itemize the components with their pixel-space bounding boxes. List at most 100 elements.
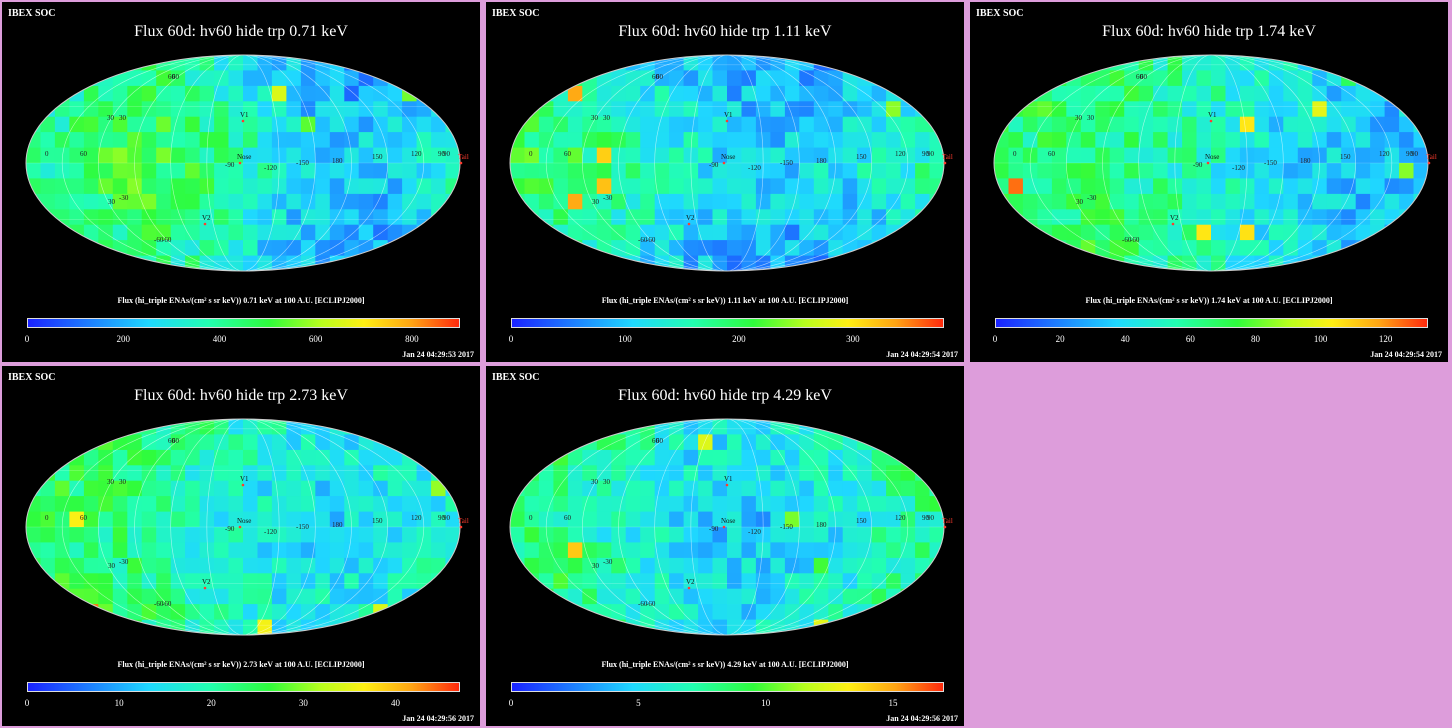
caption-suffix: at 100 A.U. [ECLIPJ2000]: [1240, 296, 1333, 305]
flux-pixel: [300, 193, 316, 210]
flux-pixel: [185, 209, 201, 226]
flux-pixel: [243, 209, 259, 226]
flux-pixel: [271, 480, 287, 497]
flux-pixel: [886, 419, 902, 435]
flux-pixel: [214, 496, 230, 513]
flux-pixel: [900, 588, 916, 605]
flux-pixel: [857, 55, 873, 71]
flux-pixel: [1153, 70, 1169, 87]
flux-pixel: [402, 480, 418, 497]
flux-pixel: [1051, 178, 1067, 195]
flux-pixel: [1312, 101, 1328, 118]
flux-pixel: [300, 449, 316, 466]
flux-pixel: [712, 496, 728, 513]
meridian-line: [98, 55, 388, 271]
flux-pixel: [445, 604, 460, 621]
flux-pixel: [712, 604, 728, 621]
flux-pixel: [1022, 163, 1038, 179]
flux-pixel: [915, 255, 931, 271]
flux-pixel: [286, 132, 302, 149]
flux-pixel: [185, 449, 201, 466]
flux-pixel: [112, 434, 128, 451]
flux-pixel: [243, 557, 259, 574]
flux-pixel: [582, 209, 598, 226]
flux-pixel: [243, 604, 259, 621]
flux-pixel: [813, 224, 829, 241]
flux-pixel: [799, 527, 815, 543]
flux-pixel: [654, 434, 670, 451]
flux-pixel: [669, 542, 685, 559]
flux-pixel: [510, 465, 526, 482]
flux-pixel: [654, 604, 670, 621]
flux-pixel: [1283, 147, 1299, 164]
flux-pixel: [257, 178, 273, 195]
panel-title: Flux 60d: hv60 hide trp 2.73 keV: [134, 387, 348, 404]
flux-pixel: [1370, 70, 1386, 87]
flux-pixel: [828, 465, 844, 482]
flux-pixel: [799, 480, 815, 497]
flux-pixel: [69, 557, 85, 574]
panel-title: Flux 60d: hv60 hide trp 0.71 keV: [134, 23, 348, 40]
grid-label: -60: [1122, 236, 1132, 244]
flux-pixel: [640, 465, 656, 482]
flux-pixel: [300, 240, 316, 257]
flux-pixel: [243, 449, 259, 466]
flux-pixel: [344, 573, 360, 590]
flux-pixel: [228, 101, 244, 118]
flux-pixel: [387, 496, 403, 513]
flux-pixel: [199, 132, 215, 149]
flux-pixel: [538, 193, 554, 210]
flux-pixel: [755, 434, 771, 451]
flux-map-panel: IBEX SOC Flux 60d: hv60 hide trp 0.71 keV…: [2, 2, 480, 362]
flux-pixel: [98, 619, 114, 635]
flux-pixel: [799, 116, 815, 133]
flux-pixel: [156, 557, 172, 574]
flux-pixel: [329, 240, 345, 257]
flux-pixel: [1239, 240, 1255, 257]
flux-pixel: [387, 542, 403, 559]
flux-pixel: [286, 588, 302, 605]
meridian-line: [98, 419, 388, 635]
flux-pixel: [582, 132, 598, 149]
flux-pixel: [54, 542, 70, 559]
flux-pixel: [40, 255, 56, 271]
grid-label: -60: [154, 236, 164, 244]
grid-label: -120: [264, 164, 277, 172]
flux-pixel: [857, 465, 873, 482]
flux-pixel: [770, 434, 786, 451]
flux-pixel: [524, 619, 540, 635]
flux-pixel: [1080, 255, 1096, 271]
flux-pixel: [185, 70, 201, 87]
flux-pixel: [83, 224, 99, 241]
flux-pixel: [228, 209, 244, 226]
flux-pixel: [741, 619, 757, 635]
flux-pixel: [567, 224, 583, 241]
caption-energy: 4.29 keV: [727, 660, 757, 669]
flux-pixel: [344, 224, 360, 241]
flux-pixel: [1037, 116, 1053, 133]
flux-pixel: [141, 527, 157, 543]
flux-pixel: [727, 70, 743, 87]
flux-pixel: [712, 240, 728, 257]
flux-pixel: [228, 619, 244, 635]
flux-pixel: [1399, 209, 1415, 226]
flux-pixel: [1268, 209, 1284, 226]
flux-pixel: [344, 116, 360, 133]
flux-pixel: [625, 163, 641, 179]
flux-pixel: [553, 70, 569, 87]
flux-pixel: [373, 163, 389, 179]
flux-pixel: [170, 511, 186, 528]
flux-pixel: [243, 132, 259, 149]
flux-pixel: [1051, 147, 1067, 164]
flux-pixel: [445, 465, 460, 482]
flux-pixel: [813, 193, 829, 210]
flux-pixel: [69, 573, 85, 590]
flux-pixel: [40, 511, 56, 528]
flux-pixel: [857, 224, 873, 241]
flux-pixel: [69, 434, 85, 451]
flux-pixel: [1312, 178, 1328, 195]
flux-pixel: [1355, 178, 1371, 195]
flux-pixel: [170, 527, 186, 543]
flux-pixel: [784, 116, 800, 133]
flux-pixel: [1211, 101, 1227, 118]
